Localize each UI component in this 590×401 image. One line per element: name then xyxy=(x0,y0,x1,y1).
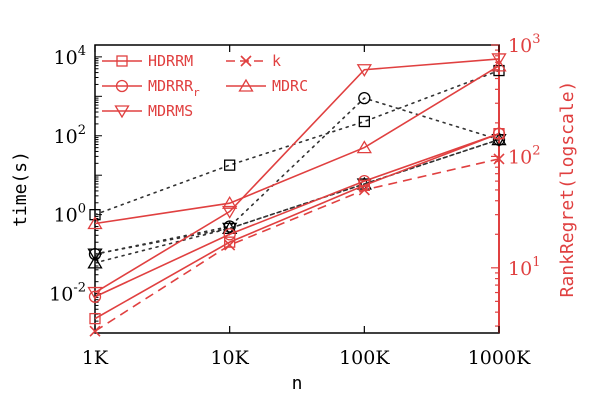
legend-k-marker xyxy=(240,55,252,67)
y-left-tick-label: 104 xyxy=(54,44,86,69)
y-axis-title-left: time(s) xyxy=(10,151,31,227)
rankregret-point-mdrc xyxy=(491,58,507,72)
rankregret-point-k xyxy=(224,239,236,251)
time-line-mdrc xyxy=(94,138,500,264)
rankregret-point-mdrrr-r xyxy=(492,127,506,140)
time-point-hdrrm xyxy=(89,209,101,221)
y-left-tick-label: 100 xyxy=(54,202,86,227)
rankregret-point-mdrms xyxy=(491,53,507,67)
rankregret-series-group xyxy=(87,53,507,337)
rankregret-line-hdrrm xyxy=(94,132,500,320)
rankregret-line-mdrc xyxy=(94,65,500,225)
x-axis-title: n xyxy=(292,373,303,394)
time-point-hdrrm xyxy=(224,159,236,171)
rankregret-point-mdrrr-r xyxy=(88,290,102,303)
y-left-tick-label: 102 xyxy=(54,123,86,148)
y-axis-title-right: RankRegret(logscale) xyxy=(557,81,578,298)
time-point-mdrms xyxy=(222,222,238,236)
x-tick-label: 1K xyxy=(82,347,109,369)
time-point-mdrms xyxy=(491,133,507,147)
rankregret-point-mdrc xyxy=(356,140,372,154)
time-line-mdrrr-r xyxy=(94,97,500,255)
time-point-mdrms xyxy=(87,248,103,262)
rankregret-point-hdrrm xyxy=(224,236,236,248)
rankregret-point-mdrc xyxy=(222,195,238,209)
rankregret-point-mdrrr-r xyxy=(358,174,371,188)
time-point-mdrrr-r xyxy=(223,220,236,233)
time-series-group xyxy=(87,64,507,269)
y-right-tick-label: 103 xyxy=(508,32,540,57)
legend-hdrrm-label: HDRRM xyxy=(148,52,193,70)
rankregret-point-k xyxy=(89,325,101,337)
time-point-mdrrr-r xyxy=(358,91,371,105)
rankregret-point-k xyxy=(358,184,370,196)
time-point-mdrc xyxy=(87,255,103,269)
y-left-tick-label: 10-2 xyxy=(49,281,86,306)
legend-mdrms-label: MDRMS xyxy=(148,102,193,120)
rankregret-point-mdrrr-r xyxy=(223,228,236,241)
rankregret-point-mdrms xyxy=(222,205,238,219)
rankregret-point-mdrc xyxy=(87,216,103,230)
rankregret-line-k xyxy=(94,158,500,332)
time-point-hdrrm xyxy=(358,115,370,128)
legend-hdrrm-marker xyxy=(116,55,128,67)
x-tick-label: 100K xyxy=(339,347,390,369)
legend-mdrc-label: MDRC xyxy=(272,77,308,95)
time-line-mdrms xyxy=(94,138,500,255)
right-axis-ticks: 101 102 103 xyxy=(491,32,540,327)
rankregret-point-k xyxy=(493,153,505,165)
rankregret-line-mdrms xyxy=(94,58,500,294)
rankregret-point-mdrms xyxy=(87,286,103,300)
y-right-tick-label: 101 xyxy=(508,255,540,280)
time-line-hdrrm xyxy=(94,69,500,216)
rankregret-point-mdrms xyxy=(356,64,372,77)
legend-k-label: k xyxy=(272,52,281,70)
x-axis-ticks: 1K 10K 100K 1000K xyxy=(82,45,531,369)
rankregret-line-mdrrr-r xyxy=(94,132,500,298)
legend-mdrrr-label: MDRRRr xyxy=(148,77,200,99)
left-axis-ticks: 10-2 100 102 104 xyxy=(49,44,102,334)
legend-mdrms-marker xyxy=(114,105,130,119)
x-tick-label: 10K xyxy=(210,347,249,369)
legend-mdrc-marker xyxy=(238,78,254,92)
y-right-tick-label: 102 xyxy=(508,143,540,168)
legend: HDRRM k MDRRRr MDRC MDRMS xyxy=(102,52,308,120)
x-tick-label: 1000K xyxy=(468,347,531,369)
legend-mdrrr-marker xyxy=(115,79,129,93)
rankregret-point-hdrrm xyxy=(89,312,101,325)
